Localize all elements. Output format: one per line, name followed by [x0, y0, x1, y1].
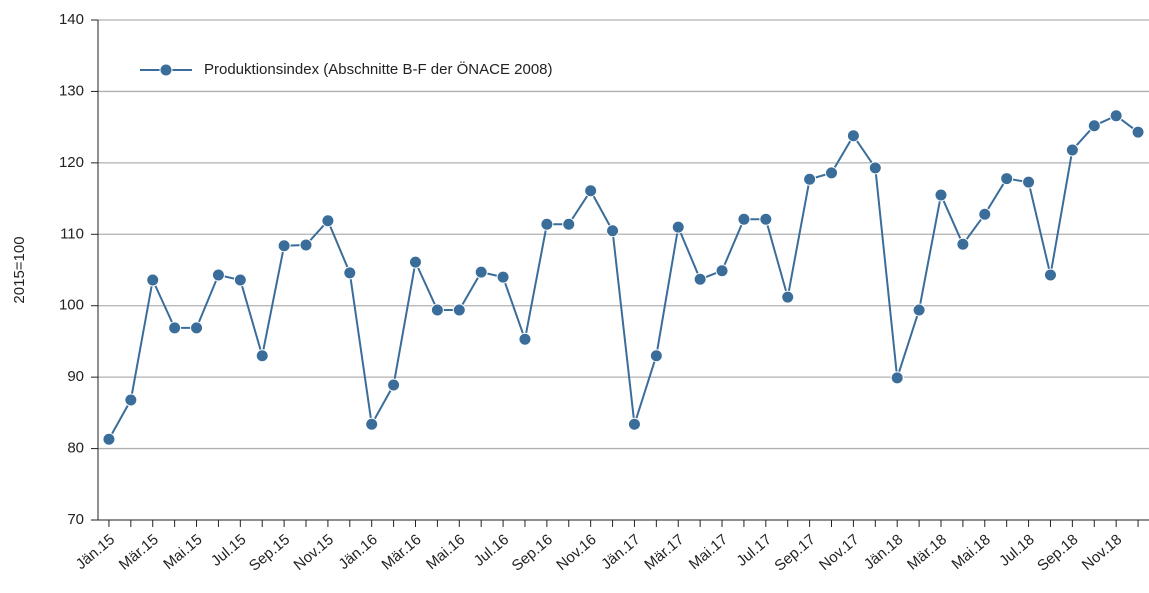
x-tick-label: Sep.15 — [246, 531, 293, 575]
data-point — [408, 255, 422, 269]
data-point — [255, 349, 269, 363]
x-tick-label: Mär.17 — [641, 531, 687, 574]
x-tick-label: Mai.16 — [423, 531, 468, 573]
data-point — [496, 270, 510, 284]
y-tick-label: 90 — [67, 368, 84, 385]
x-tick-label: Jul.18 — [996, 531, 1038, 570]
data-point — [562, 217, 576, 231]
x-tick-label: Nov.17 — [816, 531, 862, 574]
data-point — [715, 264, 729, 278]
data-point — [846, 129, 860, 143]
x-tick-label: Mär.18 — [904, 531, 950, 574]
data-point — [912, 303, 926, 317]
data-point — [584, 184, 598, 198]
data-point — [365, 417, 379, 431]
data-point — [387, 378, 401, 392]
data-point — [233, 273, 247, 287]
data-point — [146, 273, 160, 287]
x-tick-label: Jän.16 — [335, 531, 380, 573]
data-point — [606, 224, 620, 238]
data-point — [737, 212, 751, 226]
data-point — [825, 166, 839, 180]
data-point — [627, 417, 641, 431]
y-tick-label: 120 — [59, 154, 84, 171]
x-tick-label: Nov.15 — [291, 531, 337, 574]
x-tick-label: Jän.15 — [73, 531, 118, 573]
x-tick-label: Jul.17 — [733, 531, 775, 570]
data-point — [277, 239, 291, 253]
data-point — [299, 238, 313, 252]
y-tick-label: 80 — [67, 440, 84, 457]
data-point — [190, 321, 204, 335]
data-point — [649, 349, 663, 363]
data-point — [803, 172, 817, 186]
data-point — [343, 266, 357, 280]
data-point — [1065, 143, 1079, 157]
x-tick-label: Jän.18 — [861, 531, 906, 573]
data-point — [890, 371, 904, 385]
data-point — [430, 303, 444, 317]
x-tick-label: Jul.16 — [471, 531, 513, 570]
data-point — [868, 161, 882, 175]
y-axis-label: 2015=100 — [11, 236, 28, 303]
y-tick-label: 70 — [67, 511, 84, 528]
data-point — [452, 303, 466, 317]
data-point — [540, 217, 554, 231]
data-point — [1022, 175, 1036, 189]
data-point — [1131, 125, 1145, 139]
legend-marker — [159, 63, 173, 77]
x-tick-label: Mär.16 — [379, 531, 425, 574]
data-point — [781, 290, 795, 304]
x-tick-label: Jul.15 — [208, 531, 250, 570]
y-tick-label: 110 — [60, 225, 84, 242]
data-point — [956, 237, 970, 251]
series-line — [108, 114, 1139, 440]
data-point — [978, 207, 992, 221]
x-tick-label: Mai.15 — [160, 531, 205, 573]
data-point — [1087, 119, 1101, 133]
x-tick-label: Mai.17 — [686, 531, 731, 573]
data-point — [1109, 109, 1123, 123]
x-tick-label: Sep.16 — [509, 531, 556, 575]
x-tick-label: Mär.15 — [116, 531, 162, 574]
legend-label: Produktionsindex (Abschnitte B-F der ÖNA… — [204, 60, 553, 78]
y-tick-label: 140 — [59, 11, 84, 28]
x-tick-label: Jän.17 — [598, 531, 643, 573]
y-tick-label: 100 — [59, 297, 84, 314]
data-point — [518, 332, 532, 346]
data-point — [1000, 172, 1014, 186]
data-point — [321, 214, 335, 228]
data-point — [1043, 268, 1057, 282]
x-tick-label: Sep.18 — [1034, 531, 1081, 575]
x-tick-label: Mai.18 — [948, 531, 993, 573]
data-point — [102, 432, 116, 446]
x-tick-label: Nov.18 — [1079, 531, 1125, 574]
data-point — [693, 272, 707, 286]
data-point — [759, 212, 773, 226]
data-point — [168, 321, 182, 335]
y-tick-label: 130 — [59, 82, 84, 99]
x-tick-label: Sep.17 — [771, 531, 818, 575]
data-point — [934, 188, 948, 202]
data-point — [124, 393, 138, 407]
data-point — [211, 268, 225, 282]
data-point — [671, 220, 685, 234]
data-point — [474, 265, 488, 279]
x-tick-label: Nov.16 — [553, 531, 599, 574]
